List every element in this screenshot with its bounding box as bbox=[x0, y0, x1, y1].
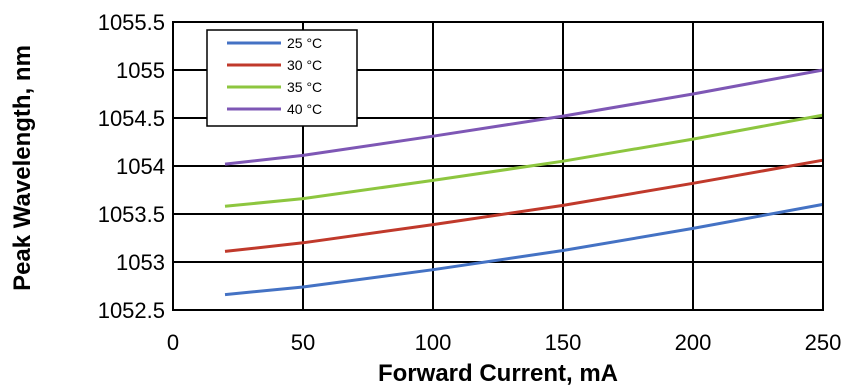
y-tick-label: 1053 bbox=[116, 250, 165, 275]
legend-label: 30 °C bbox=[287, 57, 322, 73]
series-lines bbox=[224, 68, 824, 297]
x-tick-label: 0 bbox=[167, 330, 179, 355]
plot-area-border bbox=[172, 21, 824, 311]
y-axis-title: Peak Wavelength, nm bbox=[9, 45, 36, 291]
series-line-2 bbox=[224, 158, 824, 253]
legend: 25 °C 30 °C 35 °C 40 °C bbox=[206, 29, 358, 127]
y-tick-label: 1053.5 bbox=[98, 202, 165, 227]
y-tick-label: 1052.5 bbox=[98, 298, 165, 323]
x-tick-label: 50 bbox=[291, 330, 315, 355]
x-tick-label: 100 bbox=[415, 330, 452, 355]
y-tick-label: 1055.5 bbox=[98, 10, 165, 35]
x-axis-title: Forward Current, mA bbox=[378, 360, 618, 387]
x-tick-label: 250 bbox=[805, 330, 842, 355]
series-line-4 bbox=[224, 68, 824, 166]
y-tick-labels: 1052.5 1053 1053.5 1054 1054.5 1055 1055.5 bbox=[98, 10, 165, 323]
legend-label: 40 °C bbox=[287, 101, 322, 117]
legend-label: 35 °C bbox=[287, 79, 322, 95]
legend-label: 25 °C bbox=[287, 35, 322, 51]
x-tick-label: 200 bbox=[675, 330, 712, 355]
y-tick-label: 1054 bbox=[116, 154, 165, 179]
x-tick-label: 150 bbox=[545, 330, 582, 355]
y-tick-label: 1054.5 bbox=[98, 106, 165, 131]
y-tick-label: 1055 bbox=[116, 58, 165, 83]
series-line-1 bbox=[224, 202, 824, 297]
series-line-3 bbox=[224, 113, 824, 208]
x-tick-labels: 0 50 100 150 200 250 bbox=[167, 330, 841, 355]
plot-frame bbox=[172, 21, 824, 311]
